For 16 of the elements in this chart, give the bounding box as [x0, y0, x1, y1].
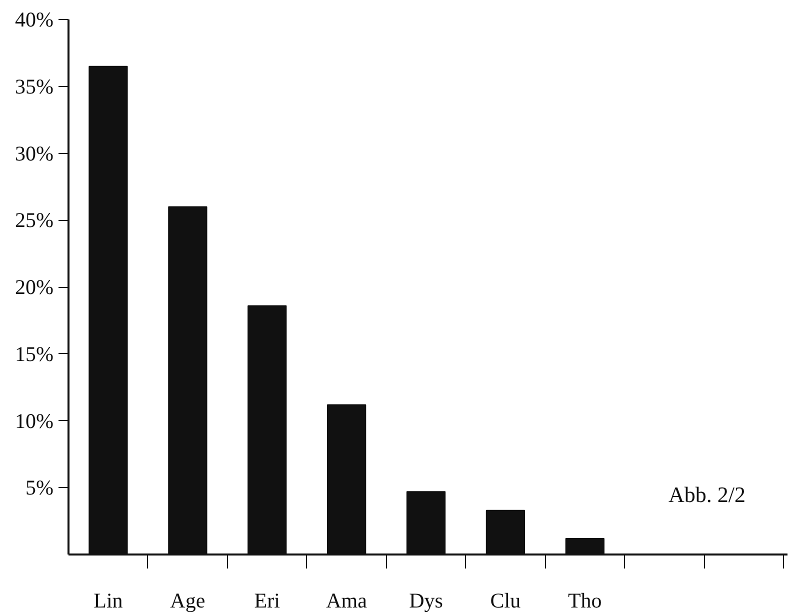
- x-tick-label: Lin: [94, 588, 124, 612]
- y-tick-label: 35%: [15, 74, 54, 98]
- y-tick-label: 25%: [15, 208, 54, 232]
- y-tick-label: 20%: [15, 275, 54, 299]
- annotation: Abb. 2/2: [668, 482, 746, 507]
- x-tick-label: Ama: [326, 588, 368, 612]
- x-tick-label: Age: [170, 588, 206, 612]
- x-tick-label: Dys: [409, 588, 443, 612]
- y-tick-label: 40%: [15, 8, 54, 32]
- x-tick-label: Eri: [254, 588, 280, 612]
- x-tick-label: Clu: [490, 588, 522, 612]
- y-tick-label: 30%: [15, 141, 54, 166]
- y-tick-label: 10%: [15, 408, 54, 433]
- y-tick-label: 15%: [15, 342, 54, 366]
- x-tick-label: Tho: [568, 588, 602, 612]
- y-tick-label: 5%: [26, 476, 54, 500]
